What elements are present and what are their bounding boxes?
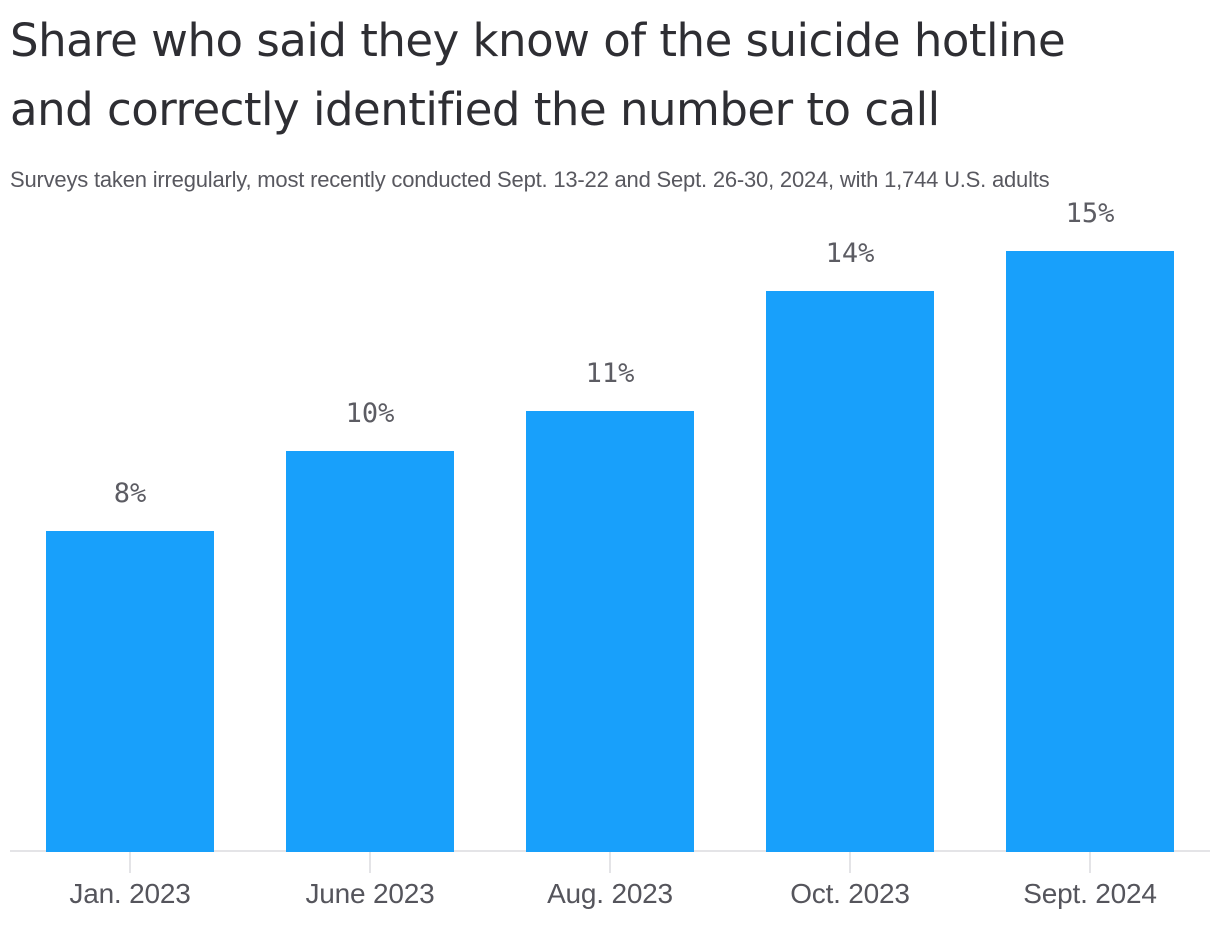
bar-value-label: 10%: [345, 398, 395, 429]
bar: [766, 291, 934, 852]
bar-value-label: 15%: [1065, 198, 1115, 229]
x-axis-tick: [849, 852, 851, 873]
x-axis-tick: [129, 852, 131, 873]
bar: [526, 411, 694, 852]
chart-subtitle: Surveys taken irregularly, most recently…: [10, 167, 1050, 192]
chart-title-line1: Share who said they know of the suicide …: [10, 14, 1066, 67]
bar-value-label: 11%: [585, 358, 635, 389]
bar-value-label: 14%: [825, 238, 875, 269]
x-axis-tick-label: June 2023: [305, 878, 435, 909]
x-axis-tick-label: Aug. 2023: [547, 878, 673, 909]
x-axis-tick: [1089, 852, 1091, 873]
chart-title: Share who said they know of the suicide …: [10, 6, 1200, 144]
x-axis-tick-label: Sept. 2024: [1023, 878, 1157, 909]
x-axis-tick: [609, 852, 611, 873]
bar: [286, 451, 454, 852]
x-axis-tick: [369, 852, 371, 873]
bar-value-label: 8%: [113, 478, 147, 509]
bar: [1006, 251, 1174, 852]
chart-title-line2: and correctly identified the number to c…: [10, 83, 940, 136]
x-axis-tick-label: Oct. 2023: [790, 878, 910, 909]
x-axis-tick-label: Jan. 2023: [69, 878, 191, 909]
bar: [46, 531, 214, 852]
